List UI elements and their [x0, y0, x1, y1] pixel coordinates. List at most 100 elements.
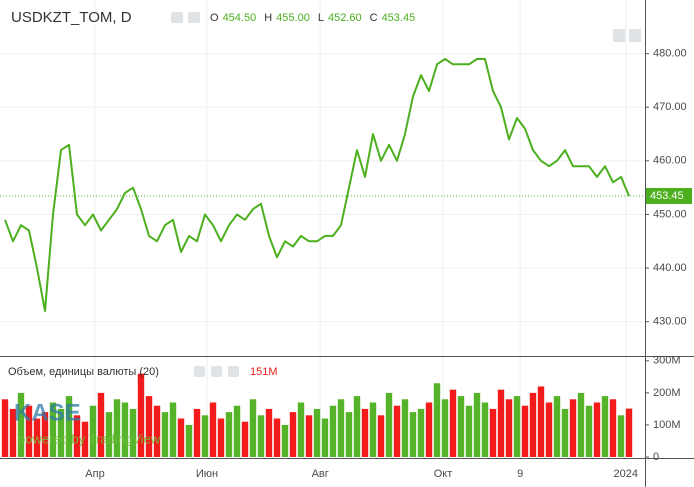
eye-icon[interactable]: [171, 12, 183, 23]
volume-bar: [169, 402, 177, 457]
volume-bar: [233, 405, 241, 457]
legend-key: C: [370, 12, 378, 24]
volume-bar: [41, 412, 49, 457]
volume-bar: [361, 408, 369, 457]
volume-bar: [577, 392, 585, 457]
volume-eye-icon[interactable]: [194, 366, 205, 377]
watermark-text: powered by TradingView: [18, 431, 161, 446]
volume-bar: [177, 418, 185, 457]
volume-bar: [385, 392, 393, 457]
legend-value: 453.45: [382, 12, 416, 24]
volume-bar: [305, 415, 313, 457]
volume-title: Объем, единицы валюты (20): [8, 366, 159, 378]
x-tick-label: Окт: [434, 468, 453, 480]
y-tick-label: 300M: [653, 355, 681, 367]
volume-bar: [521, 405, 529, 457]
price-line: [4, 58, 630, 312]
y-tick-label: 100M: [653, 419, 681, 431]
volume-bar: [601, 396, 609, 457]
volume-bar: [65, 396, 73, 457]
legend-key: H: [264, 12, 272, 24]
y-tick-label: 480.00: [653, 48, 687, 60]
volume-bar: [401, 399, 409, 457]
x-tick-label: Июн: [196, 468, 218, 480]
volume-bar: [337, 399, 345, 457]
volume-bar: [113, 399, 121, 457]
volume-bar: [97, 392, 105, 457]
y-tick-label: 440.00: [653, 262, 687, 274]
volume-bar: [209, 402, 217, 457]
volume-bar: [249, 399, 257, 457]
symbol-title: USDKZT_TOM, D: [11, 9, 132, 26]
volume-bar: [81, 421, 89, 457]
volume-settings-icon[interactable]: [211, 366, 222, 377]
volume-bar: [497, 389, 505, 457]
volume-last: 151M: [250, 366, 278, 378]
legend-key: L: [318, 12, 324, 24]
volume-bar: [225, 412, 233, 457]
volume-bar: [105, 412, 113, 457]
volume-bar: [425, 402, 433, 457]
volume-bar: [89, 405, 97, 457]
volume-bar: [561, 408, 569, 457]
volume-bar: [345, 412, 353, 457]
volume-bar: [617, 415, 625, 457]
volume-bar: [17, 392, 25, 457]
volume-bar: [457, 396, 465, 457]
volume-bar: [1, 399, 9, 457]
volume-bar: [377, 415, 385, 457]
volume-bar: [201, 415, 209, 457]
volume-bar: [473, 392, 481, 457]
legend-key: O: [210, 12, 219, 24]
y-tick-label: 0: [653, 451, 659, 463]
legend-value: 454.50: [223, 12, 257, 24]
volume-bar: [73, 415, 81, 457]
volume-bar: [9, 408, 17, 457]
volume-bar: [297, 402, 305, 457]
volume-bar: [593, 402, 601, 457]
y-tick-label: 460.00: [653, 155, 687, 167]
volume-bar: [265, 408, 273, 457]
x-tick-label: 2024: [614, 468, 638, 480]
volume-bar: [353, 396, 361, 457]
volume-bar: [121, 402, 129, 457]
volume-bar: [625, 408, 633, 457]
volume-bar: [321, 418, 329, 457]
volume-bar: [513, 396, 521, 457]
volume-bar: [49, 402, 57, 457]
legend-value: 452.60: [328, 12, 362, 24]
y-tick-label: 200M: [653, 387, 681, 399]
volume-bar: [505, 399, 513, 457]
volume-bar: [313, 408, 321, 457]
y-tick-label: 470.00: [653, 101, 687, 113]
more-icon[interactable]: [629, 29, 641, 42]
volume-bar: [545, 402, 553, 457]
plot: [0, 58, 645, 457]
volume-bar: [129, 408, 137, 457]
volume-bar: [609, 399, 617, 457]
volume-bar: [537, 386, 545, 457]
volume-bar: [33, 418, 41, 457]
settings-icon[interactable]: [188, 12, 200, 23]
volume-close-icon[interactable]: [228, 366, 239, 377]
volume-bar: [329, 405, 337, 457]
volume-bar: [449, 389, 457, 457]
y-tick-label: 450.00: [653, 208, 687, 220]
info-icon[interactable]: [613, 29, 625, 42]
last-price-box: [646, 187, 692, 204]
volume-bar: [433, 383, 441, 457]
volume-bar: [465, 405, 473, 457]
volume-bar: [281, 424, 289, 457]
volume-bar: [553, 396, 561, 457]
volume-bar: [137, 373, 145, 457]
watermark-logo: KASE: [14, 399, 81, 426]
y-tick-label: 430.00: [653, 316, 687, 328]
volume-bar: [481, 402, 489, 457]
volume-bar: [569, 399, 577, 457]
volume-bar: [409, 412, 417, 457]
last-price-label: 453.45: [650, 190, 684, 202]
volume-bar: [585, 405, 593, 457]
volume-bar: [193, 408, 201, 457]
volume-bar: [529, 392, 537, 457]
